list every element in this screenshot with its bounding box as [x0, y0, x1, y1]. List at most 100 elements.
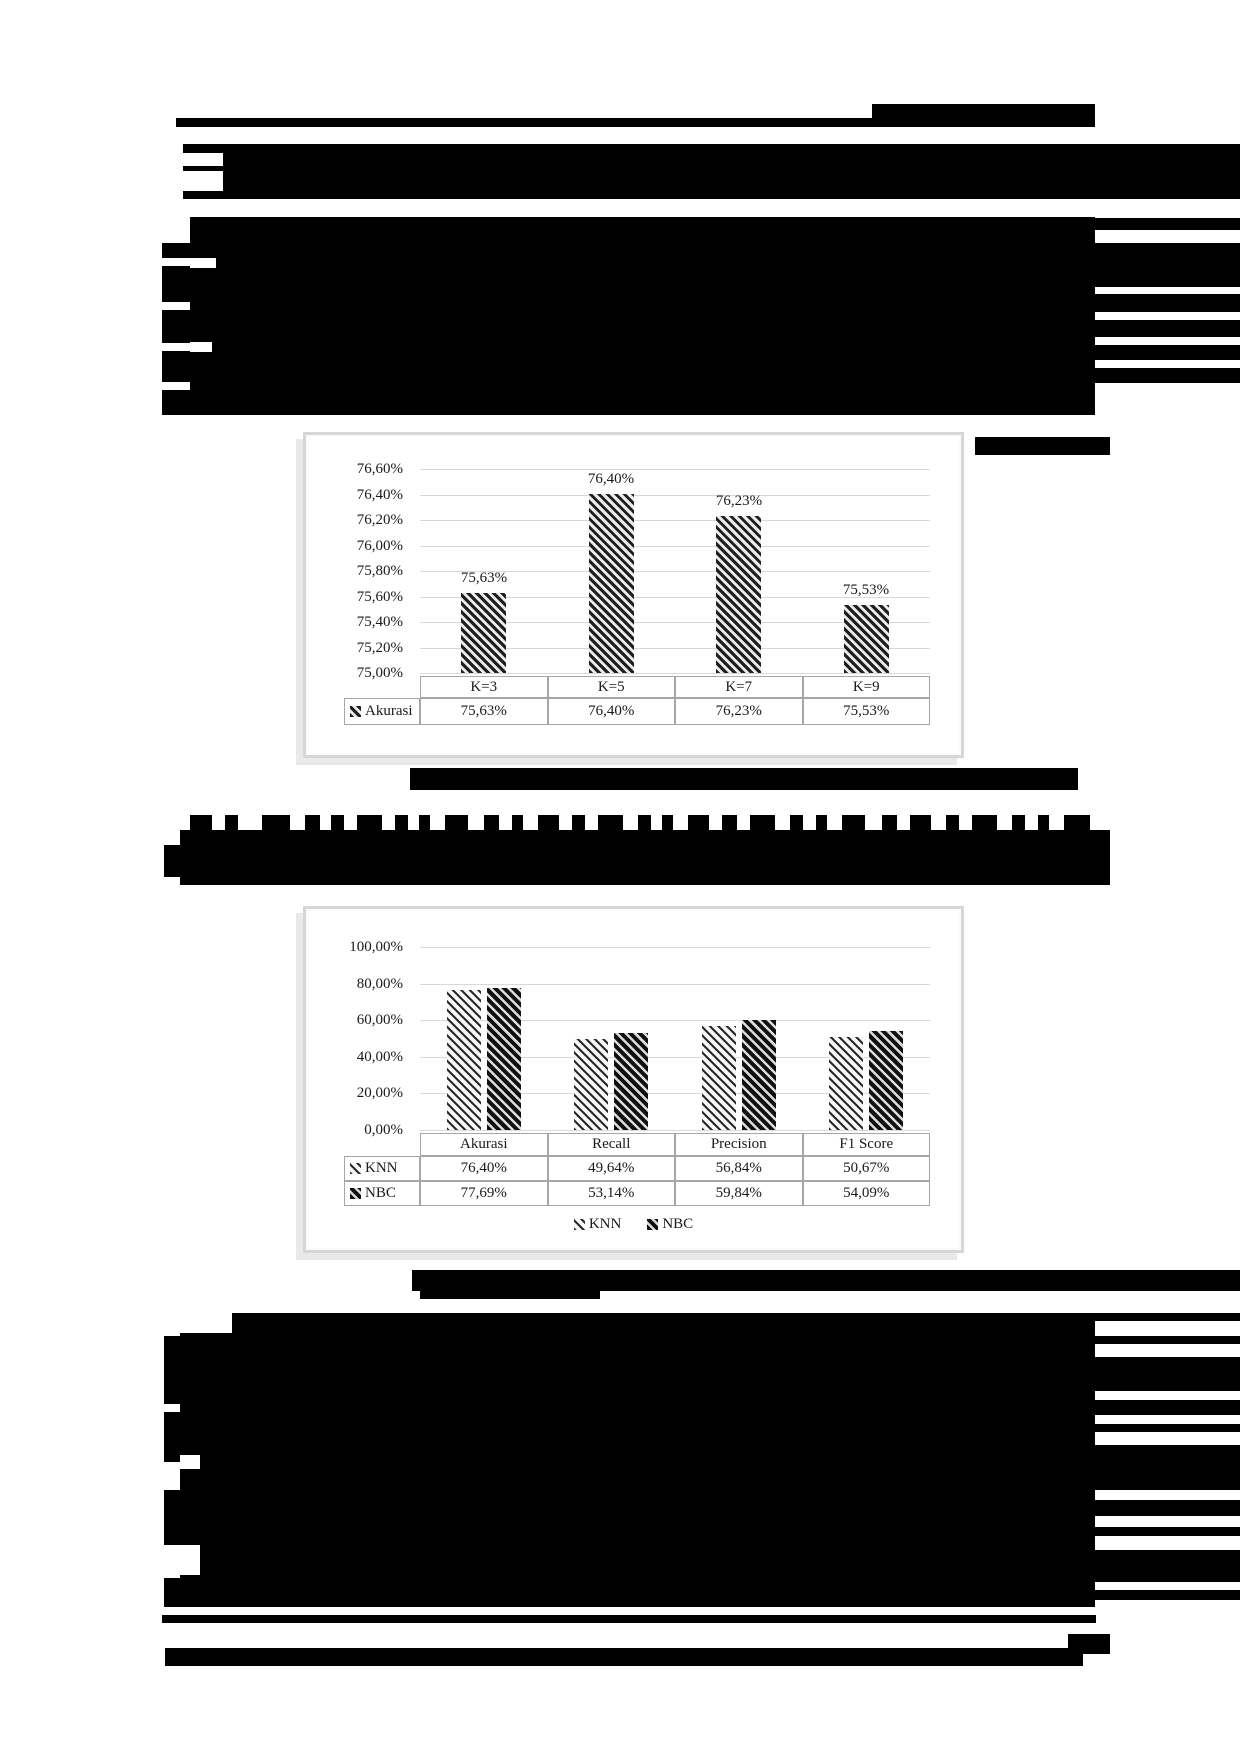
footer-rule — [162, 1615, 1096, 1623]
table-value-cell: 76,40% — [420, 1156, 548, 1181]
heading-tooth — [910, 815, 931, 830]
gridline — [420, 1020, 930, 1022]
y-axis-tick-label: 76,40% — [356, 486, 403, 503]
heading-tooth — [419, 815, 430, 830]
table-value-cell: 75,53% — [802, 698, 930, 725]
body-block — [180, 1333, 1095, 1607]
bar-nbc-recall — [614, 1033, 648, 1130]
right-column-line — [1095, 368, 1240, 383]
bar-akurasi-k3 — [461, 593, 506, 673]
akurasi-hatch-swatch-icon — [350, 706, 361, 717]
table-header-k9: K=9 — [802, 676, 930, 698]
table-row-header-knn: KNN — [344, 1156, 420, 1181]
heading-tooth — [946, 815, 959, 830]
bar-nbc-akurasi — [487, 988, 521, 1130]
bar-akurasi-k9 — [844, 605, 889, 673]
y-axis-tick-label: 75,00% — [356, 665, 403, 681]
heading-tooth — [842, 815, 865, 830]
knn-legend-swatch-icon — [573, 1219, 585, 1230]
bar-value-label: 75,63% — [460, 570, 508, 586]
notch — [180, 1545, 200, 1575]
table-value-cell: 77,69% — [420, 1181, 548, 1206]
margin-text — [164, 1412, 180, 1462]
table-row-label: Akurasi — [365, 703, 413, 719]
right-column-line — [1095, 1424, 1240, 1432]
y-axis-tick-label: 40,00% — [356, 1048, 403, 1065]
table-row-header-nbc: NBC — [344, 1181, 420, 1206]
bar-akurasi-k7 — [716, 516, 761, 673]
right-column-line — [1095, 1500, 1240, 1516]
gridline — [420, 545, 930, 547]
figure2-knn-vs-nbc-bar-chart: 100,00% 80,00% 60,00% 40,00% 20,00% 0,00% Akur… — [303, 906, 964, 1253]
right-column-line — [1095, 345, 1240, 360]
gridline — [420, 469, 930, 470]
y-axis-tick-label: 76,00% — [356, 537, 403, 554]
figure2-caption-line2 — [420, 1291, 600, 1299]
notch — [190, 342, 212, 352]
heading-tooth — [1064, 815, 1090, 830]
heading-tooth — [512, 815, 523, 830]
gridline — [420, 1130, 930, 1131]
footer-bar — [165, 1648, 1083, 1666]
table-header-k3: K=3 — [420, 676, 548, 698]
heading-tooth — [662, 815, 673, 830]
heading-tooth — [972, 815, 997, 830]
heading-tooth — [750, 815, 775, 830]
heading-tooth — [262, 815, 290, 830]
heading-tooth — [688, 815, 709, 830]
right-column-line — [1095, 320, 1240, 337]
table-row-header-akurasi: Akurasi — [344, 698, 420, 725]
right-column-line — [1095, 1590, 1240, 1600]
right-column-line — [1095, 218, 1240, 230]
gridline — [420, 520, 930, 521]
notch — [190, 258, 216, 268]
table-header-recall: Recall — [547, 1133, 675, 1156]
table-value-cell: 59,84% — [675, 1181, 803, 1206]
bar-value-label: 76,23% — [715, 493, 763, 509]
margin-text — [162, 266, 190, 302]
nbc-legend-swatch-icon — [647, 1219, 659, 1230]
abstract-block — [190, 217, 1095, 395]
bar-knn-akurasi — [447, 990, 481, 1130]
gridline — [420, 947, 930, 948]
legend-label: KNN — [588, 1216, 622, 1232]
bar-knn-recall — [574, 1039, 608, 1130]
heading-tooth — [445, 815, 468, 830]
heading-tooth — [1012, 815, 1025, 830]
heading-tooth — [225, 815, 238, 830]
gridline — [420, 673, 930, 674]
gridline — [420, 1056, 930, 1058]
right-column-line — [1095, 1357, 1240, 1391]
right-column-line — [1095, 243, 1240, 287]
gridline — [420, 571, 930, 572]
margin-text — [162, 351, 190, 382]
table-value-cell: 76,23% — [675, 698, 803, 725]
table-value-cell: 54,09% — [802, 1181, 930, 1206]
heading-tooth — [790, 815, 803, 830]
bar-value-label: 75,53% — [842, 582, 890, 598]
y-axis-tick-label: 100,00% — [349, 939, 403, 955]
table-row-label: NBC — [365, 1185, 396, 1201]
table-value-cell: 50,67% — [802, 1156, 930, 1181]
title-left-edge — [183, 191, 223, 199]
heading-tooth — [598, 815, 623, 830]
heading-tooth — [1038, 815, 1049, 830]
heading-tooth — [638, 815, 651, 830]
nbc-hatch-swatch-icon — [350, 1188, 361, 1199]
y-axis-tick-label: 76,20% — [356, 512, 403, 528]
footer-right-box — [1068, 1634, 1110, 1654]
title-left-edge — [183, 144, 223, 153]
bar-knn-f1score — [829, 1037, 863, 1130]
right-column-line — [1095, 1527, 1240, 1536]
figure1-caption — [410, 768, 1078, 790]
table-value-cell: 53,14% — [547, 1181, 675, 1206]
table-header-k7: K=7 — [675, 676, 803, 698]
body-first-line — [232, 1313, 1095, 1333]
bar-nbc-precision — [742, 1020, 776, 1130]
margin-text — [162, 310, 190, 343]
margin-text — [162, 243, 190, 258]
abstract-last-line — [190, 395, 1095, 415]
y-axis-tick-label: 75,60% — [356, 588, 403, 605]
y-axis-tick-label: 75,20% — [356, 639, 403, 656]
